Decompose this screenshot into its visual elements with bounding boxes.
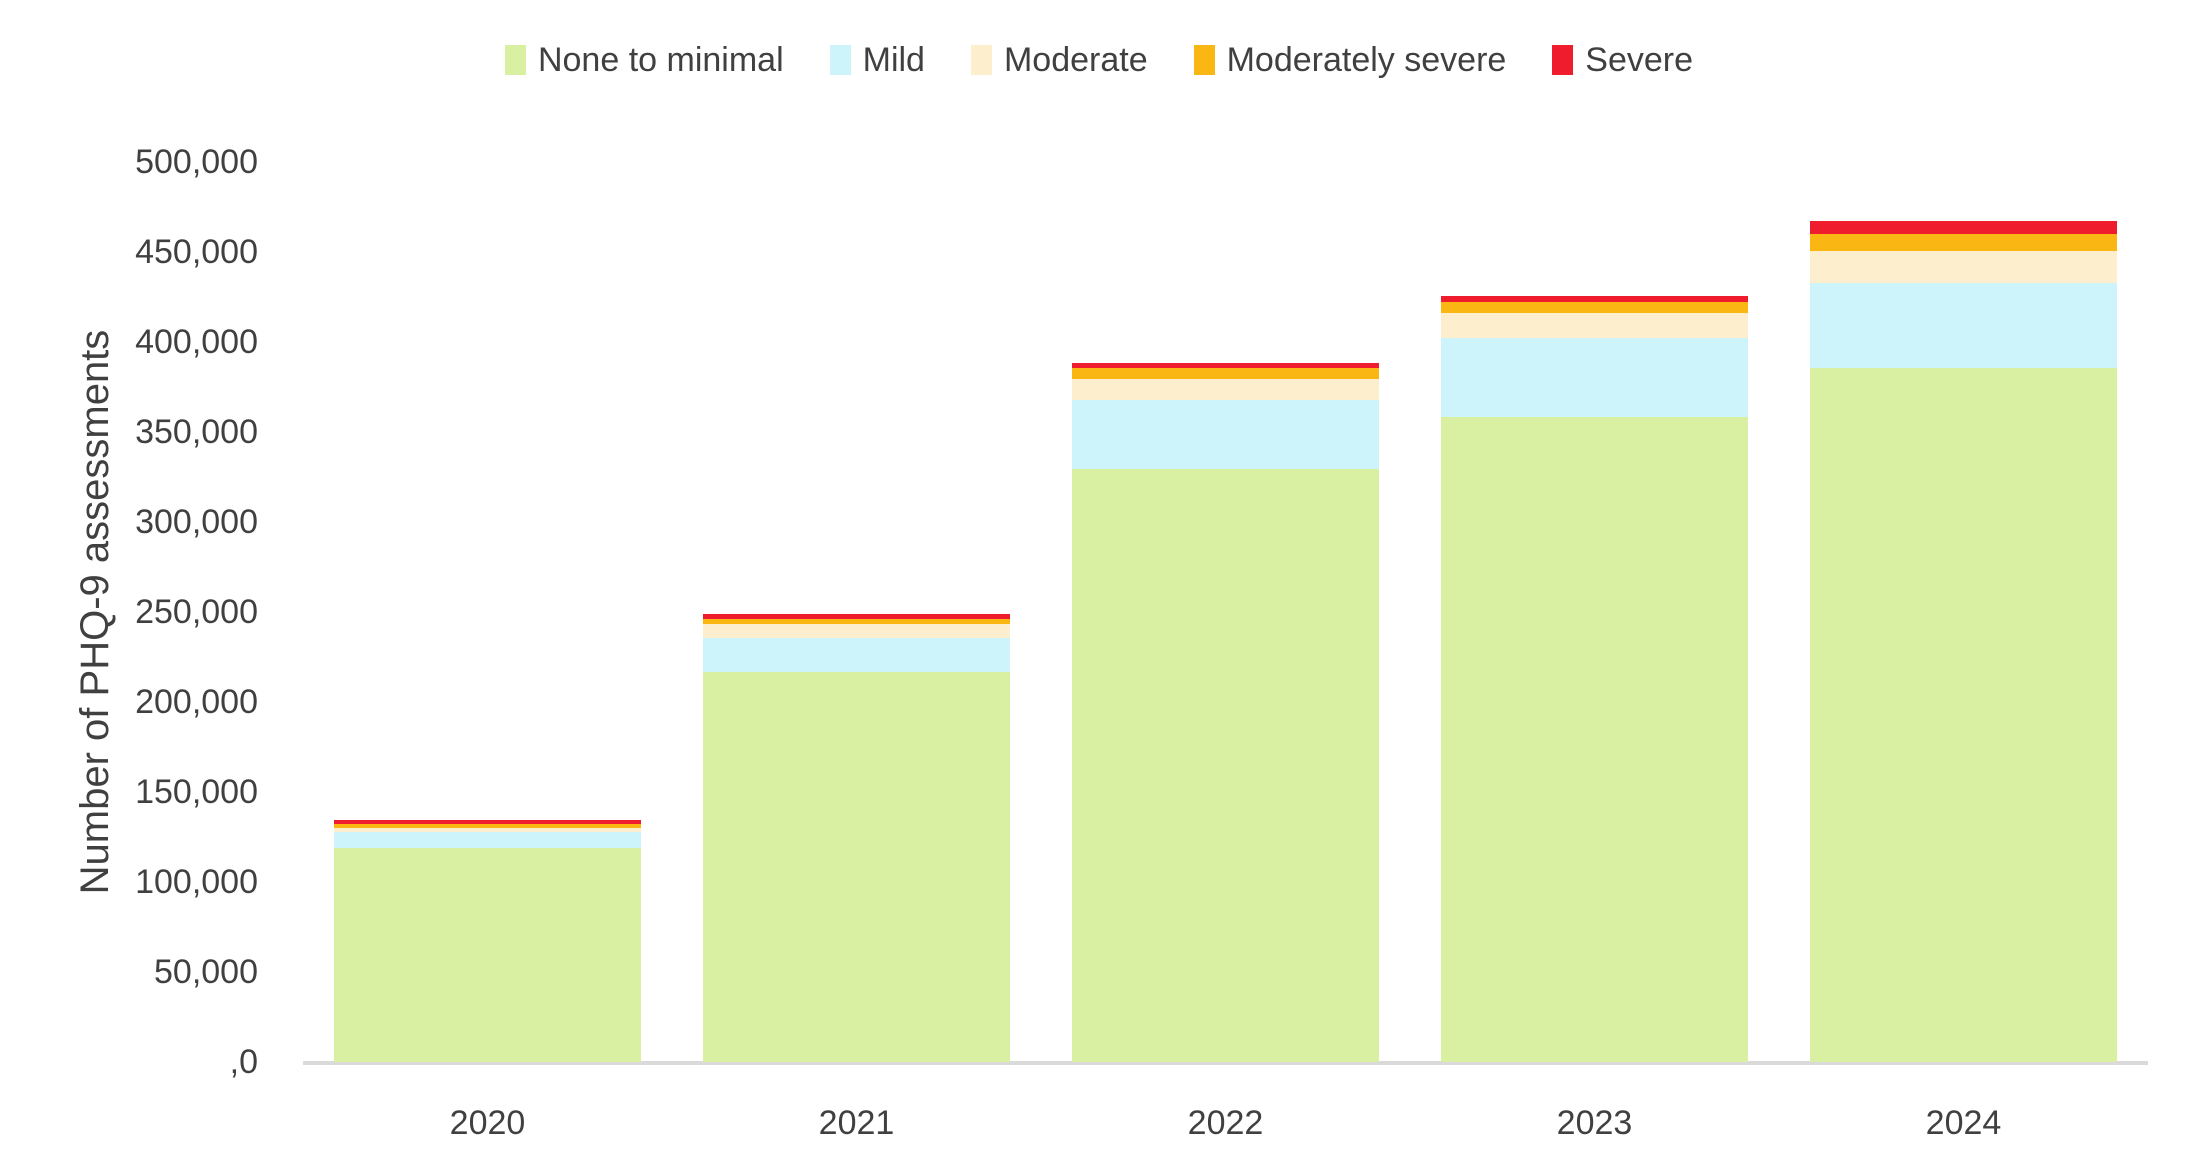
y-tick-450000: 450,000 [135, 233, 258, 271]
bar-segment-severe-2020 [334, 819, 641, 825]
bar-segment-none-to-minimal-2023 [1441, 416, 1748, 1062]
chart-legend: None to minimal Mild Moderate Moderately se… [0, 34, 2198, 86]
bar-segment-none-to-minimal-2020 [334, 847, 641, 1062]
y-tick-100000: 100,000 [135, 863, 258, 901]
bar-segment-mild-2021 [703, 638, 1010, 673]
legend-swatch-moderate [970, 45, 992, 75]
y-tick-500000: 500,000 [135, 143, 258, 181]
bar-segment-moderate-2020 [334, 828, 641, 832]
bar-segment-mild-2023 [1441, 337, 1748, 417]
y-tick-400000: 400,000 [135, 323, 258, 361]
x-label-2024: 2024 [1925, 1104, 2002, 1142]
bar-segment-mild-2022 [1072, 399, 1379, 469]
x-label-2023: 2023 [1556, 1104, 1633, 1142]
x-axis-line [303, 1061, 2148, 1065]
y-tick-50000: 50,000 [154, 953, 258, 991]
bar-2022 [1072, 362, 1379, 1062]
bar-segment-moderately-severe-2020 [334, 824, 641, 829]
bar-segment-moderate-2022 [1072, 378, 1379, 400]
y-tick-350000: 350,000 [135, 413, 258, 451]
y-tick-200000: 200,000 [135, 683, 258, 721]
legend-swatch-none-to-minimal [504, 45, 526, 75]
legend-label-severe: Severe [1585, 41, 1694, 79]
legend-item-moderately-severe: Moderately severe [1193, 41, 1507, 79]
legend-item-none-to-minimal: None to minimal [504, 41, 784, 79]
bar-segment-moderately-severe-2024 [1810, 234, 2117, 252]
bar-segment-severe-2024 [1810, 221, 2117, 235]
legend-swatch-severe [1552, 45, 1574, 75]
legend-item-moderate: Moderate [970, 41, 1148, 79]
y-tick-250000: 250,000 [135, 593, 258, 631]
x-axis-category-labels: 2020 2021 2022 2023 2024 [303, 1100, 2148, 1146]
bar-segment-mild-2024 [1810, 282, 2117, 369]
x-label-2021: 2021 [818, 1104, 895, 1142]
bar-2024 [1810, 221, 2117, 1062]
legend-label-none-to-minimal: None to minimal [537, 41, 784, 79]
bar-2020 [334, 819, 641, 1062]
bar-2023 [1441, 296, 1748, 1062]
bar-segment-mild-2020 [334, 831, 641, 848]
bar-segment-severe-2023 [1441, 296, 1748, 303]
bar-2021 [703, 613, 1010, 1062]
x-label-2022: 2022 [1187, 1104, 1264, 1142]
bar-segment-severe-2021 [703, 613, 1010, 620]
plot-area [303, 162, 2148, 1065]
bar-segment-moderately-severe-2023 [1441, 302, 1748, 314]
bar-segment-moderate-2023 [1441, 313, 1748, 338]
y-tick-0: ,0 [229, 1043, 258, 1081]
legend-label-mild: Mild [862, 41, 925, 79]
bar-segment-moderately-severe-2022 [1072, 368, 1379, 379]
legend-label-moderately-severe: Moderately severe [1226, 41, 1507, 79]
legend-swatch-moderately-severe [1193, 45, 1215, 75]
bar-segment-severe-2022 [1072, 362, 1379, 369]
y-tick-150000: 150,000 [135, 773, 258, 811]
legend-swatch-mild [829, 45, 851, 75]
bar-segment-none-to-minimal-2022 [1072, 468, 1379, 1062]
bar-segment-none-to-minimal-2021 [703, 672, 1010, 1062]
bar-segment-moderately-severe-2021 [703, 619, 1010, 624]
bar-segment-none-to-minimal-2024 [1810, 368, 2117, 1062]
bar-segment-moderate-2024 [1810, 251, 2117, 283]
legend-item-severe: Severe [1552, 43, 1693, 77]
x-label-2020: 2020 [449, 1104, 526, 1142]
bar-segment-moderate-2021 [703, 623, 1010, 639]
y-axis-tick-labels: 500,000 450,000 400,000 350,000 300,000 250,0… [0, 143, 258, 1081]
y-tick-300000: 300,000 [135, 503, 258, 541]
legend-label-moderate: Moderate [1003, 41, 1148, 79]
legend-item-mild: Mild [829, 41, 925, 79]
